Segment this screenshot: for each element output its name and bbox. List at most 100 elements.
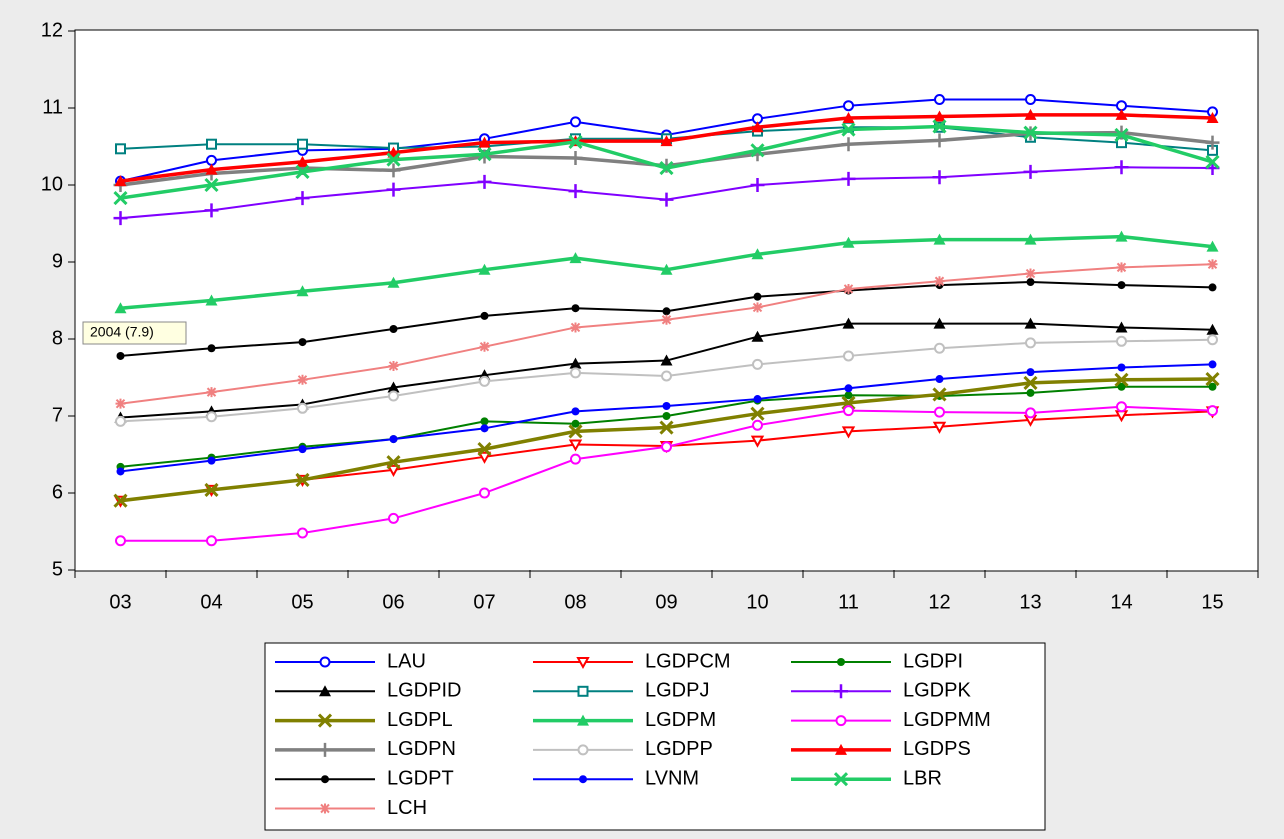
marker: [569, 252, 582, 264]
marker: [115, 143, 126, 155]
marker: [295, 164, 310, 179]
marker: [576, 657, 590, 670]
marker: [1114, 127, 1129, 143]
marker: [320, 803, 330, 814]
marker: [843, 100, 854, 112]
marker: [659, 420, 674, 435]
y-tick-label: 10: [41, 173, 63, 195]
marker: [934, 276, 945, 287]
marker: [660, 354, 673, 366]
marker: [207, 456, 216, 465]
y-tick-label: 8: [52, 327, 63, 349]
marker: [660, 135, 673, 147]
marker: [477, 451, 492, 464]
marker: [1026, 368, 1035, 377]
marker: [577, 714, 589, 726]
marker: [206, 387, 217, 398]
legend-label: LGDPT: [387, 767, 454, 789]
marker: [841, 426, 856, 439]
marker: [1025, 268, 1036, 279]
marker: [386, 455, 401, 470]
marker: [1023, 164, 1038, 179]
marker: [660, 263, 673, 275]
marker: [207, 344, 216, 353]
marker: [115, 398, 126, 409]
x-tick-label: 12: [928, 591, 950, 613]
marker: [750, 435, 765, 448]
marker: [115, 535, 126, 547]
marker: [1116, 262, 1127, 273]
y-tick-label: 11: [42, 96, 63, 118]
marker: [751, 330, 764, 342]
marker: [842, 317, 855, 329]
x-tick-label: 03: [109, 591, 131, 613]
marker: [319, 685, 331, 697]
y-tick-label: 5: [52, 558, 63, 580]
marker: [835, 743, 847, 755]
marker: [841, 137, 856, 152]
marker: [752, 358, 763, 370]
marker: [295, 191, 310, 206]
marker: [844, 391, 853, 400]
marker: [933, 317, 946, 329]
marker: [386, 163, 401, 178]
marker: [114, 302, 127, 314]
marker: [1024, 233, 1037, 245]
marker: [579, 775, 587, 784]
marker: [577, 685, 589, 697]
legend-label: LCH: [387, 797, 427, 819]
marker: [570, 116, 581, 128]
marker: [662, 412, 671, 420]
marker: [389, 324, 398, 333]
annotation-box: [82, 321, 187, 345]
marker: [1117, 363, 1126, 372]
marker: [569, 357, 582, 369]
marker: [1207, 405, 1218, 417]
y-tick-label: 7: [52, 404, 63, 426]
marker: [1115, 230, 1128, 242]
y-tick-label: 12: [41, 19, 63, 41]
marker: [833, 772, 849, 787]
marker: [389, 435, 398, 444]
marker: [752, 302, 763, 313]
marker: [842, 112, 855, 124]
marker: [113, 191, 128, 206]
marker: [388, 512, 399, 524]
marker: [1208, 360, 1217, 369]
marker: [934, 94, 945, 106]
annotation: 2004 (7.9): [90, 324, 154, 340]
marker: [932, 421, 947, 434]
marker: [1205, 154, 1220, 169]
marker: [753, 292, 762, 301]
marker: [751, 248, 764, 260]
marker: [568, 424, 583, 439]
marker: [319, 656, 331, 668]
marker: [661, 441, 672, 453]
marker: [1116, 401, 1127, 413]
y-tick-label: 9: [52, 250, 63, 272]
marker: [1208, 382, 1217, 391]
legend: [264, 642, 1046, 831]
x-tick-label: 11: [838, 591, 859, 613]
marker: [1114, 372, 1129, 387]
marker: [204, 203, 219, 218]
marker: [480, 417, 489, 426]
marker: [1207, 259, 1218, 270]
marker: [1024, 317, 1037, 329]
marker: [1025, 407, 1036, 419]
legend-label: LGDPN: [387, 738, 456, 760]
marker: [478, 263, 491, 275]
marker: [934, 406, 945, 418]
marker: [661, 370, 672, 382]
marker: [1026, 278, 1035, 287]
marker: [477, 174, 492, 189]
legend-label: LGDPS: [903, 738, 971, 760]
marker: [570, 453, 581, 465]
legend-label: LGDPJ: [645, 680, 709, 702]
marker: [750, 143, 765, 158]
marker: [571, 419, 580, 428]
marker: [1205, 135, 1220, 150]
marker: [1117, 382, 1126, 391]
marker: [206, 535, 217, 547]
marker: [318, 742, 332, 757]
